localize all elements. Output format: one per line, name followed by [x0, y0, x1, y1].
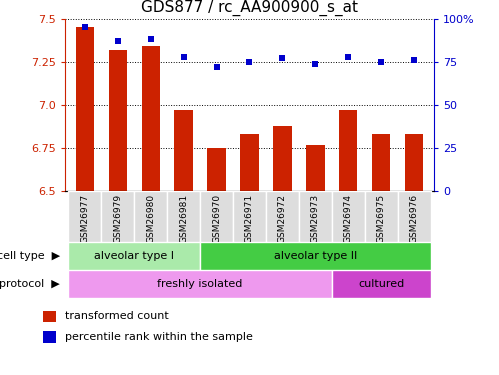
FancyBboxPatch shape — [200, 191, 233, 242]
Text: GSM26979: GSM26979 — [113, 194, 122, 243]
Point — [410, 57, 418, 63]
FancyBboxPatch shape — [398, 191, 431, 242]
Bar — [372, 134, 390, 191]
FancyBboxPatch shape — [233, 191, 266, 242]
Point — [246, 59, 253, 65]
Bar — [75, 27, 94, 191]
FancyBboxPatch shape — [266, 191, 299, 242]
Point — [180, 54, 188, 60]
Bar — [306, 145, 324, 191]
Bar — [109, 50, 127, 191]
Text: cell type  ▶: cell type ▶ — [0, 251, 60, 261]
Bar — [43, 331, 56, 343]
Bar — [273, 126, 291, 191]
Point — [377, 59, 385, 65]
Bar — [241, 134, 258, 191]
FancyBboxPatch shape — [167, 191, 200, 242]
Bar — [405, 134, 424, 191]
Text: GSM26977: GSM26977 — [80, 194, 89, 243]
Point — [147, 36, 155, 42]
FancyBboxPatch shape — [68, 191, 101, 242]
FancyBboxPatch shape — [299, 191, 332, 242]
Text: cultured: cultured — [358, 279, 405, 289]
Bar — [142, 46, 160, 191]
Point — [311, 61, 319, 67]
Text: freshly isolated: freshly isolated — [157, 279, 243, 289]
Point — [213, 64, 221, 70]
Text: GSM26976: GSM26976 — [410, 194, 419, 243]
FancyBboxPatch shape — [332, 270, 431, 298]
FancyBboxPatch shape — [68, 242, 200, 270]
FancyBboxPatch shape — [68, 270, 332, 298]
Text: protocol  ▶: protocol ▶ — [0, 279, 60, 289]
FancyBboxPatch shape — [365, 191, 398, 242]
Point — [344, 54, 352, 60]
Text: GSM26975: GSM26975 — [377, 194, 386, 243]
FancyBboxPatch shape — [134, 191, 167, 242]
Text: GSM26972: GSM26972 — [278, 194, 287, 243]
Text: GSM26973: GSM26973 — [311, 194, 320, 243]
Bar — [175, 110, 193, 191]
Text: GSM26981: GSM26981 — [179, 194, 188, 243]
Text: alveolar type I: alveolar type I — [94, 251, 174, 261]
Text: percentile rank within the sample: percentile rank within the sample — [65, 332, 253, 342]
Point — [81, 24, 89, 30]
Text: GSM26974: GSM26974 — [344, 194, 353, 243]
Bar — [339, 110, 357, 191]
Text: GSM26971: GSM26971 — [245, 194, 254, 243]
FancyBboxPatch shape — [332, 191, 365, 242]
Title: GDS877 / rc_AA900900_s_at: GDS877 / rc_AA900900_s_at — [141, 0, 358, 16]
Bar — [43, 310, 56, 322]
Point — [278, 56, 286, 62]
Text: alveolar type II: alveolar type II — [274, 251, 357, 261]
FancyBboxPatch shape — [101, 191, 134, 242]
Point — [114, 38, 122, 44]
FancyBboxPatch shape — [200, 242, 431, 270]
Text: GSM26970: GSM26970 — [212, 194, 221, 243]
Bar — [208, 148, 226, 191]
Text: transformed count: transformed count — [65, 311, 169, 321]
Text: GSM26980: GSM26980 — [146, 194, 155, 243]
